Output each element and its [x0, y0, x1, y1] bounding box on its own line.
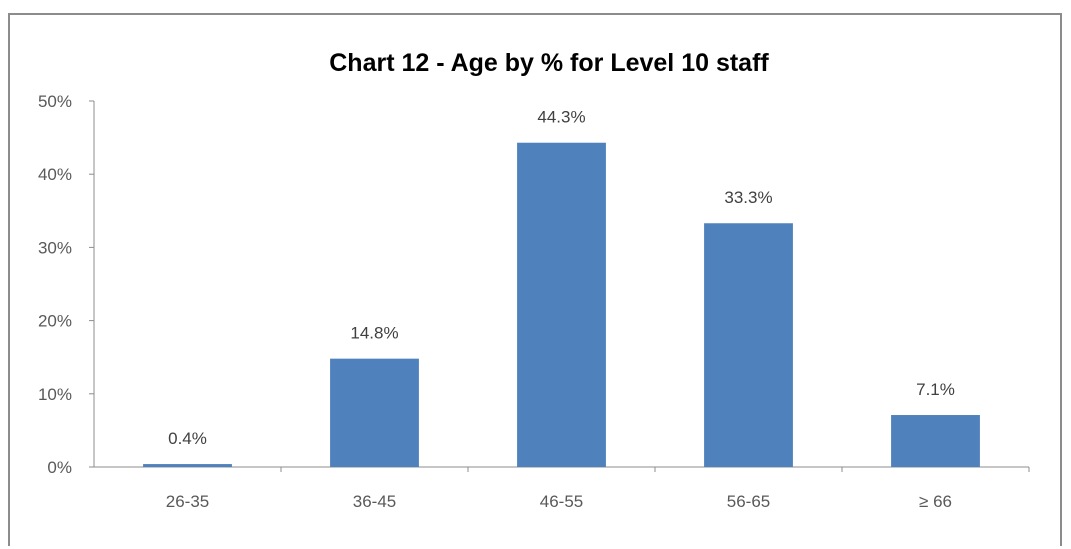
x-tick-label: 56-65 [727, 492, 770, 511]
data-label: 14.8% [350, 324, 398, 343]
data-label: 33.3% [724, 188, 772, 207]
y-tick-label: 50% [38, 92, 72, 111]
x-tick-label: 26-35 [166, 492, 209, 511]
x-axis: 26-35 36-45 46-55 56-65 ≥ 66 [94, 466, 1030, 511]
bar-0 [143, 464, 232, 467]
x-tick-label: ≥ 66 [919, 492, 952, 511]
bar-1 [330, 358, 419, 467]
y-tick-label: 20% [38, 312, 72, 331]
y-tick-label: 0% [47, 458, 72, 477]
y-tick-label: 30% [38, 238, 72, 257]
x-tick-label: 46-55 [540, 492, 583, 511]
y-tick-label: 10% [38, 385, 72, 404]
y-tick-label: 40% [38, 165, 72, 184]
bar-2 [517, 142, 606, 467]
y-axis: 0% 10% 20% 30% 40% 50% [38, 92, 95, 477]
data-label: 0.4% [168, 429, 207, 448]
bar-3 [704, 223, 793, 467]
data-label: 44.3% [537, 108, 585, 127]
data-labels: 0.4% 14.8% 44.3% 33.3% 7.1% [168, 108, 955, 448]
chart-title: Chart 12 - Age by % for Level 10 staff [329, 49, 769, 77]
x-tick-label: 36-45 [353, 492, 396, 511]
bar-4 [891, 415, 980, 467]
data-label: 7.1% [916, 380, 955, 399]
bars [143, 142, 980, 467]
